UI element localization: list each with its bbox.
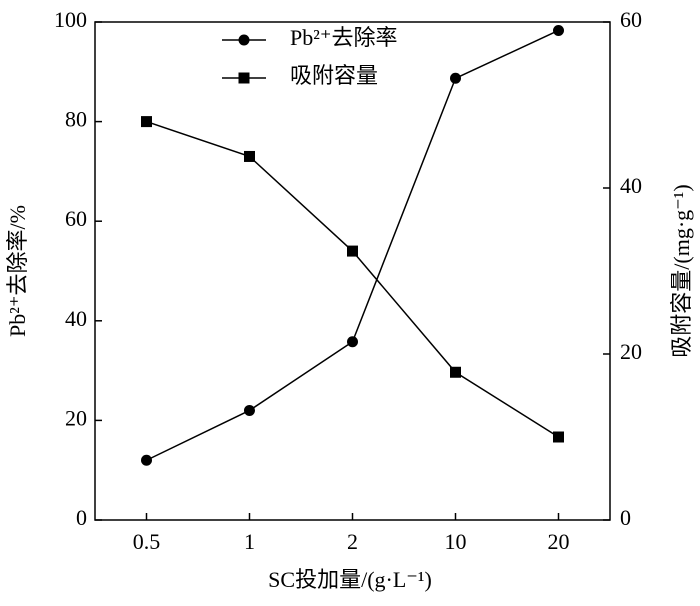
x-tick-label: 10	[445, 529, 467, 554]
series-line	[146, 29, 559, 461]
y-tick-label: 60	[65, 206, 87, 231]
y2-tick-label: 40	[620, 173, 642, 198]
data-point	[141, 116, 152, 128]
data-point	[450, 72, 461, 84]
data-point	[450, 366, 461, 378]
plot-frame	[94, 21, 611, 521]
y2-axis-label: 吸附容量/(mg·g⁻¹)	[669, 184, 694, 357]
legend-label: 吸附容量	[290, 63, 378, 88]
x-tick-label: 20	[548, 529, 570, 554]
x-tick-label: 0.5	[133, 529, 161, 554]
y-tick-label: 40	[65, 306, 87, 331]
y-tick-label: 20	[65, 405, 87, 430]
y-tick-label: 100	[54, 7, 87, 32]
data-point	[141, 454, 152, 466]
y2-tick-label: 0	[620, 505, 631, 530]
series-line	[146, 120, 559, 438]
data-point	[244, 150, 255, 162]
x-axis-label: SC投加量/(g·L⁻¹)	[268, 567, 432, 592]
y-axis-label: Pb²⁺去除率/%	[5, 205, 30, 337]
x-tick-label: 2	[347, 529, 358, 554]
data-point	[553, 24, 564, 36]
y-tick-label: 0	[76, 505, 87, 530]
y-tick-label: 80	[65, 107, 87, 132]
y2-tick-label: 60	[620, 7, 642, 32]
data-point	[347, 336, 358, 348]
data-point	[244, 404, 255, 416]
legend-label: Pb²⁺去除率	[290, 25, 397, 50]
legend-marker	[238, 34, 250, 46]
data-point	[347, 245, 358, 257]
y2-tick-label: 20	[620, 339, 642, 364]
data-point	[553, 431, 564, 443]
legend-marker	[238, 72, 250, 84]
x-tick-label: 1	[244, 529, 255, 554]
